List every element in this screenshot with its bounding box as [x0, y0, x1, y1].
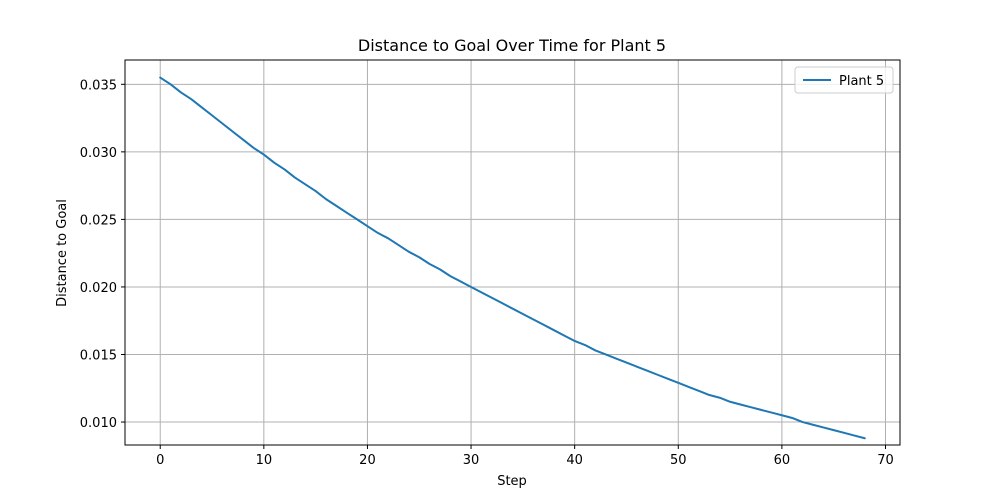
y-axis-label: Distance to Goal [55, 199, 70, 307]
x-tick-label: 20 [359, 453, 376, 468]
y-tick-label: 0.035 [80, 78, 117, 93]
y-tick-label: 0.030 [80, 146, 117, 161]
x-tick-label: 40 [566, 453, 583, 468]
grid-layer [125, 60, 900, 445]
x-tick-label: 70 [877, 453, 894, 468]
x-tick-label: 50 [670, 453, 687, 468]
chart-title: Distance to Goal Over Time for Plant 5 [358, 36, 666, 55]
x-ticks: 0 10 20 30 40 50 60 70 [156, 445, 894, 468]
legend: Plant 5 [794, 66, 894, 94]
line-layer [159, 76, 866, 440]
series-line-plant-5 [159, 76, 866, 440]
x-axis-label: Step [497, 474, 527, 489]
legend-box [794, 66, 894, 94]
y-tick-label: 0.010 [80, 416, 117, 431]
y-tick-label: 0.025 [80, 213, 117, 228]
plot-frame [124, 59, 901, 446]
x-tick-label: 60 [774, 453, 791, 468]
x-tick-label: 0 [156, 453, 164, 468]
legend-label-plant-5: Plant 5 [839, 74, 884, 89]
x-tick-label: 30 [463, 453, 480, 468]
x-tick-label: 10 [256, 453, 273, 468]
y-ticks: 0.010 0.015 0.020 0.025 0.030 0.035 [80, 78, 125, 431]
y-tick-label: 0.020 [80, 281, 117, 296]
y-tick-label: 0.015 [80, 348, 117, 363]
